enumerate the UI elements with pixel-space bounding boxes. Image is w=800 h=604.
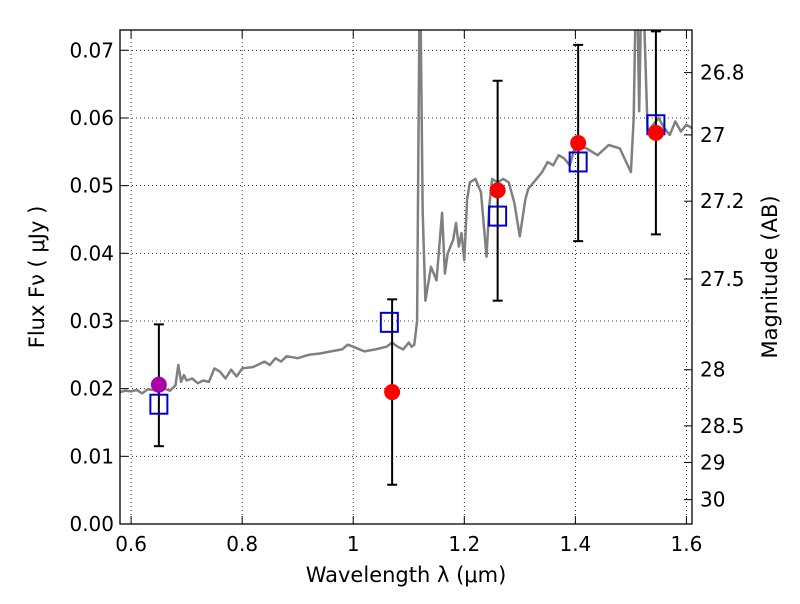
y-tick-label: 0.06 [69,106,114,130]
observed-point [150,376,167,393]
y-tick-label: 0.01 [69,444,114,468]
x-tick-label: 1.4 [559,532,591,556]
spectrum-layer [120,30,692,395]
y-tick-label: 0.00 [69,512,114,536]
x-tick-label: 1 [347,532,360,556]
observed-point [384,384,401,401]
y-axis-title: Flux Fν ( μJy ) [25,206,49,349]
y2-axis-title: Magnitude (AB) [758,195,782,358]
y-tick-label: 0.03 [69,309,114,333]
plot-background [120,30,692,524]
mag-tick-label: 26.8 [700,61,745,85]
x-tick-label: 0.6 [115,532,147,556]
mag-tick-label: 28.5 [700,414,745,438]
x-tick-label: 1.6 [671,532,703,556]
model-square [488,205,508,227]
y-tick-label: 0.05 [69,174,114,198]
observed-point [647,124,664,141]
mag-tick-label: 30 [700,488,725,512]
model-square [149,393,169,415]
y-tick-label: 0.02 [69,377,114,401]
y-tick-label: 0.07 [69,38,114,62]
observed-layer [150,124,664,401]
observed-point [489,182,506,199]
mag-tick-label: 29 [700,450,725,474]
plot-frame [119,29,693,525]
x-tick-label: 0.8 [226,532,258,556]
mag-tick-label: 28 [700,358,725,382]
model-square [568,151,588,173]
mag-tick-label: 27 [700,123,725,147]
observed-point [570,135,587,152]
model-square [379,311,399,333]
tick-labels: 0.6 0.8 1 1.2 1.4 1.6 0.00 0.01 0.02 0.03 0.04 0.05… [69,38,744,556]
grid [120,30,692,524]
mag-tick-label: 27.5 [700,267,745,291]
mag-tick-label: 27.2 [700,189,745,213]
y-tick-label: 0.04 [69,241,114,265]
ticks [120,30,692,525]
x-axis-title: Wavelength λ (μm) [306,563,507,587]
spectrum-line [120,30,692,395]
x-tick-label: 1.2 [448,532,480,556]
